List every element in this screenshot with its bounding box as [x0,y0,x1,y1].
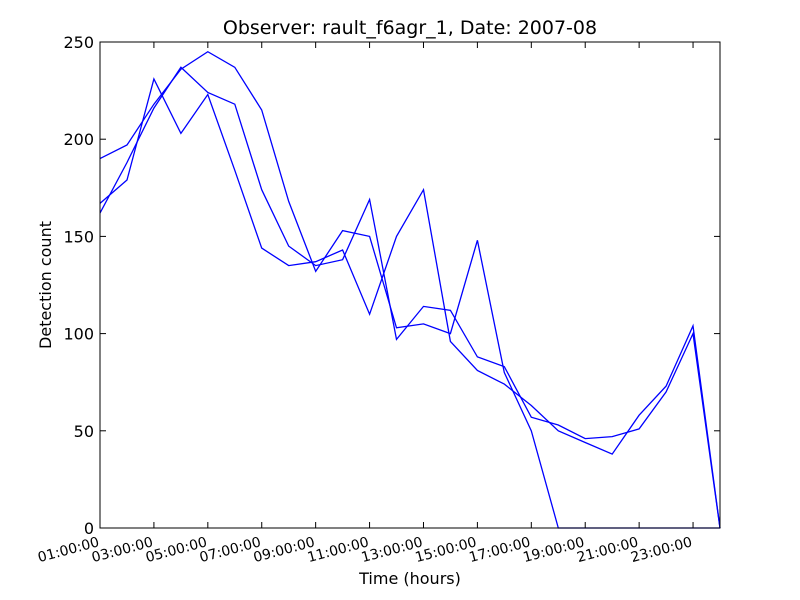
series-line-1 [99,50,720,529]
y-axis-label: Detection count [36,221,55,349]
tick-layer: 05010015020025001:00:0003:00:0005:00:000… [36,33,720,566]
series-line-3 [99,77,721,529]
series-line-2 [99,66,721,529]
series-layer [99,50,721,529]
x-tick-label: 23:00:00 [629,534,694,566]
y-tick-label: 150 [63,227,94,246]
x-axis-label: Time (hours) [358,569,461,588]
y-tick-label: 250 [63,33,94,52]
y-tick-label: 50 [74,422,94,441]
chart-title: Observer: rault_f6agr_1, Date: 2007-08 [223,17,597,39]
plot-frame [99,41,721,529]
y-tick-label: 100 [63,325,94,344]
y-tick-label: 200 [63,130,94,149]
y-tick-label: 0 [84,519,94,538]
